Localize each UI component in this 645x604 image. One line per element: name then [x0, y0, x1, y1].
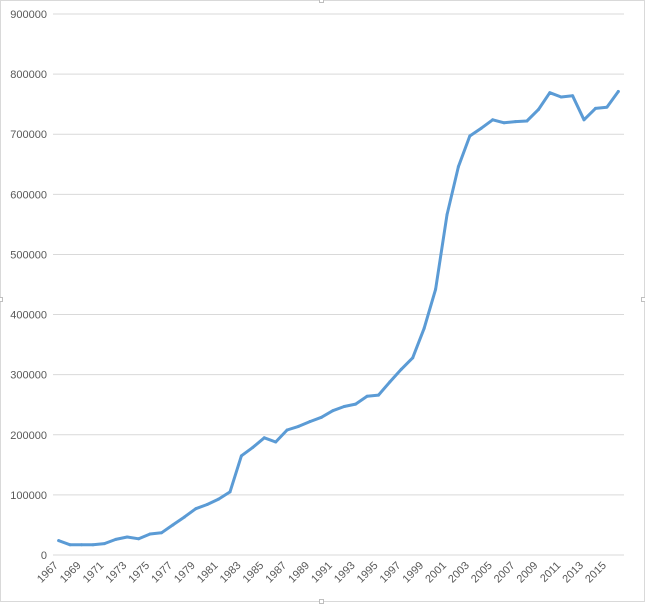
data-point — [171, 523, 175, 527]
x-tick-label: 1971 — [81, 560, 107, 586]
x-tick-label: 1987 — [263, 560, 289, 586]
data-point — [331, 409, 335, 413]
data-point — [217, 497, 221, 501]
data-point — [80, 543, 84, 547]
data-point — [354, 402, 358, 406]
data-point — [68, 543, 72, 547]
data-point — [137, 537, 141, 541]
data-point — [342, 405, 346, 409]
y-tick-label: 200000 — [10, 430, 47, 442]
data-point — [514, 120, 518, 124]
data-point — [319, 415, 323, 419]
data-point — [468, 134, 472, 138]
data-point — [582, 118, 586, 122]
x-tick-label: 1991 — [309, 560, 335, 586]
data-point — [502, 121, 506, 125]
data-point — [434, 287, 438, 291]
x-tick-label: 1979 — [172, 560, 198, 586]
y-tick-label: 100000 — [10, 490, 47, 502]
data-point — [593, 106, 597, 110]
x-tick-label: 1995 — [355, 560, 381, 586]
series-line — [57, 90, 620, 547]
y-tick-label: 500000 — [10, 249, 47, 261]
y-tick-label: 600000 — [10, 189, 47, 201]
x-tick-label: 1975 — [126, 560, 152, 586]
data-point — [399, 367, 403, 371]
data-point — [308, 420, 312, 424]
data-point — [525, 119, 529, 123]
data-point — [411, 356, 415, 360]
data-point — [57, 539, 61, 543]
data-point — [297, 424, 301, 428]
data-point — [571, 94, 575, 98]
x-tick-label: 1977 — [149, 560, 175, 586]
x-tick-label: 2009 — [515, 560, 541, 586]
data-point — [102, 542, 106, 546]
y-tick-label: 900000 — [10, 9, 47, 21]
x-tick-label: 1973 — [104, 560, 130, 586]
data-point — [228, 490, 232, 494]
data-point — [159, 531, 163, 535]
data-point — [388, 380, 392, 384]
x-tick-label: 2007 — [492, 560, 518, 586]
resize-handle-left[interactable] — [0, 297, 3, 302]
data-point — [456, 165, 460, 169]
data-point — [479, 126, 483, 130]
y-tick-label: 300000 — [10, 370, 47, 382]
gridlines — [53, 13, 624, 556]
data-point — [365, 394, 369, 398]
x-tick-label: 1999 — [400, 560, 426, 586]
data-point — [491, 118, 495, 122]
data-point — [194, 507, 198, 511]
x-tick-label: 2013 — [560, 560, 586, 586]
data-point — [148, 532, 152, 536]
resize-handle-right[interactable] — [641, 297, 645, 302]
data-point — [262, 436, 266, 440]
x-tick-label: 1981 — [195, 560, 221, 586]
x-tick-label: 2005 — [469, 560, 495, 586]
data-point — [125, 535, 129, 539]
series-layer — [57, 90, 620, 547]
data-point — [205, 503, 209, 507]
x-tick-label: 2003 — [446, 560, 472, 586]
x-tick-label: 2015 — [583, 560, 609, 586]
data-point — [559, 95, 563, 99]
data-point — [605, 105, 609, 109]
data-point — [422, 326, 426, 330]
x-tick-label: 1985 — [241, 560, 267, 586]
x-tick-label: 1993 — [332, 560, 358, 586]
data-point — [376, 393, 380, 397]
x-tick-label: 1983 — [218, 560, 244, 586]
x-tick-label: 2011 — [538, 560, 563, 585]
x-tick-label: 1969 — [58, 560, 84, 586]
data-point — [114, 537, 118, 541]
data-point — [536, 108, 540, 112]
data-point — [285, 428, 289, 432]
x-tick-label: 1967 — [35, 560, 61, 586]
y-tick-label: 800000 — [10, 69, 47, 81]
x-tick-label: 1997 — [378, 560, 404, 586]
x-tick-label: 1989 — [286, 560, 312, 586]
data-point — [274, 440, 278, 444]
x-tick-label: 2001 — [423, 560, 449, 586]
data-point — [616, 90, 620, 94]
data-point — [239, 454, 243, 458]
y-axis-tick-labels: 0 100000 200000 300000 400000 500000 600000 700… — [10, 9, 47, 562]
y-tick-label: 700000 — [10, 129, 47, 141]
x-axis-tick-labels: 1967196919711973197519771979198119831985… — [35, 560, 609, 586]
data-point — [91, 543, 95, 547]
y-tick-label: 400000 — [10, 310, 47, 322]
data-point — [548, 91, 552, 95]
y-tick-label: 0 — [41, 550, 47, 562]
data-point — [251, 445, 255, 449]
resize-handle-top[interactable] — [319, 0, 324, 3]
data-point — [445, 213, 449, 217]
data-point — [182, 515, 186, 519]
